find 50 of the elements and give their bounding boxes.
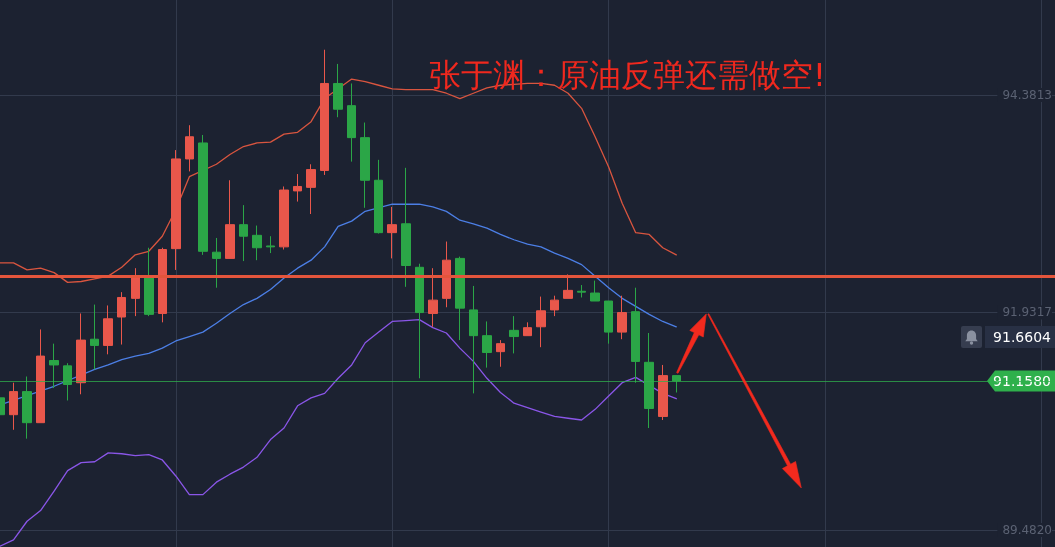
candlestick bbox=[617, 295, 627, 340]
candlestick bbox=[604, 300, 613, 345]
candlestick bbox=[239, 204, 248, 262]
candlestick bbox=[225, 179, 235, 259]
candlestick bbox=[171, 149, 181, 271]
candlestick bbox=[523, 321, 532, 337]
candlestick bbox=[131, 267, 140, 317]
candlestick bbox=[252, 225, 262, 261]
candlestick bbox=[90, 304, 99, 370]
line-series bbox=[0, 319, 677, 547]
candlestick bbox=[212, 237, 221, 289]
ref-line-label: 91.1580 bbox=[993, 373, 1051, 390]
candlestick bbox=[306, 163, 316, 215]
candlestick bbox=[360, 122, 370, 209]
candlestick bbox=[455, 256, 465, 341]
candlestick bbox=[577, 284, 586, 298]
candlestick bbox=[320, 49, 329, 176]
candlestick bbox=[401, 167, 411, 288]
candlestick bbox=[509, 315, 519, 354]
text: 张于渊：原油反弹还需做空! bbox=[429, 56, 826, 94]
candlestick bbox=[563, 273, 573, 299]
y-tick-label: 89.4820 bbox=[1002, 522, 1052, 537]
candlestick bbox=[658, 364, 668, 421]
annotation: 91.6604 bbox=[993, 329, 1052, 345]
candlestick bbox=[158, 247, 167, 323]
candlestick bbox=[374, 159, 383, 235]
y-tick-label: 91.9317 bbox=[1002, 305, 1052, 320]
candlestick bbox=[482, 320, 492, 369]
candlestick bbox=[9, 382, 18, 431]
candlestick bbox=[279, 185, 289, 251]
candlestick bbox=[36, 328, 45, 424]
candlestick bbox=[387, 206, 397, 259]
candlestick bbox=[550, 295, 559, 317]
candlestick bbox=[347, 82, 356, 163]
candlestick bbox=[442, 241, 451, 308]
candlestick bbox=[428, 267, 438, 328]
candlestick bbox=[496, 339, 505, 368]
candlestick bbox=[536, 296, 546, 348]
candlestick bbox=[590, 280, 600, 302]
candlestick bbox=[198, 134, 208, 256]
candlestick bbox=[333, 63, 343, 118]
y-tick-label: 94.3813 bbox=[1002, 87, 1052, 102]
candlestick bbox=[266, 235, 275, 254]
candlestick bbox=[144, 247, 154, 317]
candlestick bbox=[293, 173, 302, 203]
candlestick bbox=[76, 312, 86, 395]
candlestick bbox=[415, 263, 424, 379]
candlestick bbox=[117, 291, 126, 346]
candlestick bbox=[185, 124, 194, 172]
candlestick bbox=[103, 304, 113, 355]
